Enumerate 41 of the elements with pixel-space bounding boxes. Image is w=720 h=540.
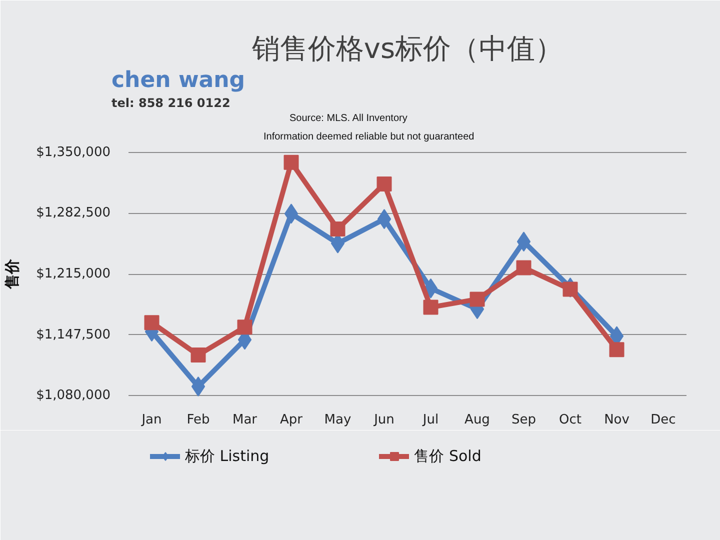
point (376, 176, 392, 192)
text: tel: 858 216 0122 (112, 96, 230, 110)
legend-label: 售价 Sold (414, 446, 482, 466)
x-tick-label: Dec (650, 412, 676, 428)
point (516, 232, 531, 252)
text: Information deemed reliable but not guaranteed (264, 132, 474, 142)
x-tick-label: Mar (232, 412, 258, 428)
y-axis-title: 售价 (3, 258, 22, 290)
x-tick-label: Oct (559, 412, 582, 428)
y-tick-label: $1,147,500 (36, 327, 111, 342)
x-tick-label: Jan (140, 412, 162, 428)
point (470, 292, 485, 307)
y-tick-label: $1,080,000 (36, 388, 111, 404)
text: chen wang (112, 68, 246, 93)
point (191, 376, 206, 396)
point (284, 154, 299, 170)
x-tick-label: Apr (280, 412, 304, 428)
x-tick-label: Jul (422, 412, 439, 428)
x-tick-label: May (324, 412, 352, 428)
point (562, 282, 578, 297)
x-tick-label: Nov (604, 412, 630, 428)
y-tick-label: $1,282,500 (36, 206, 111, 221)
point (423, 300, 438, 315)
legend-label: 标价 Listing (185, 446, 270, 466)
point (516, 260, 532, 276)
point (237, 320, 252, 335)
chart-title: 销售价格vs标价（中值） (250, 32, 564, 65)
point (144, 315, 160, 330)
point (190, 348, 206, 363)
x-tick-label: Jun (373, 412, 394, 428)
source-note: Source: MLS. All Inventory (290, 113, 408, 124)
point (377, 209, 392, 230)
y-tick-label: $1,350,000 (36, 144, 111, 160)
x-tick-label: Feb (186, 412, 210, 428)
x-tick-label: Aug (464, 412, 490, 428)
x-tick-label: Sep (512, 412, 536, 428)
point (424, 278, 438, 298)
y-tick-label: $1,215,000 (36, 266, 111, 282)
point (330, 221, 346, 236)
point (284, 204, 298, 224)
point (609, 342, 624, 358)
